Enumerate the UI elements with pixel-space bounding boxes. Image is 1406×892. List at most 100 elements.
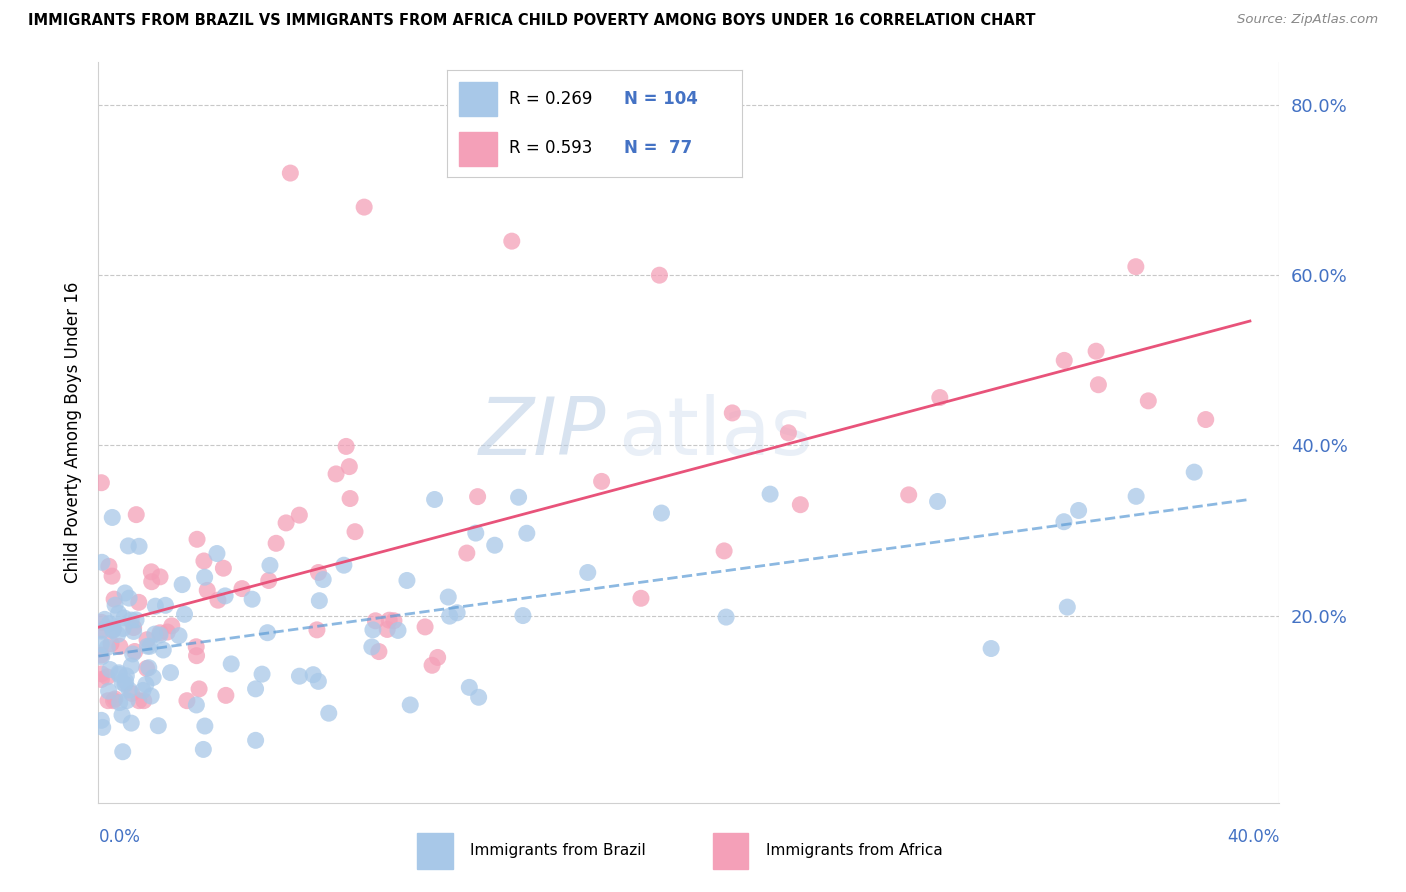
Point (167, 629, 190, 643)
Point (456, 546, 478, 560)
Point (120, 613, 142, 627)
Point (90, 673, 112, 687)
Point (308, 593, 330, 607)
Point (114, 586, 136, 600)
Point (186, 648, 208, 663)
Point (112, 622, 135, 636)
Point (160, 619, 183, 633)
Point (364, 614, 387, 628)
Point (1087, 377, 1109, 392)
Point (138, 661, 160, 675)
Point (90, 649, 112, 664)
Point (101, 624, 124, 638)
Point (1125, 260, 1147, 274)
Point (215, 689, 238, 703)
Text: Source: ZipAtlas.com: Source: ZipAtlas.com (1237, 13, 1378, 27)
Point (128, 595, 150, 609)
Point (195, 583, 218, 598)
Point (108, 696, 131, 710)
Point (333, 558, 356, 573)
Point (274, 516, 297, 530)
Point (155, 599, 177, 613)
Point (112, 611, 135, 625)
Point (141, 574, 163, 589)
Point (139, 640, 162, 654)
Point (721, 406, 744, 420)
Point (90, 615, 112, 630)
Point (90, 624, 112, 639)
Point (149, 570, 172, 584)
Point (194, 570, 217, 584)
Point (125, 508, 148, 522)
Point (96, 640, 118, 655)
Point (214, 589, 236, 603)
Point (108, 667, 131, 681)
Point (111, 675, 134, 690)
Point (516, 526, 538, 541)
Point (508, 490, 530, 504)
Point (420, 658, 443, 673)
Point (156, 625, 179, 640)
Point (108, 640, 131, 654)
Point (212, 561, 235, 575)
Point (630, 591, 652, 606)
Point (152, 643, 174, 657)
Point (446, 606, 468, 620)
Point (121, 647, 143, 661)
Point (143, 599, 166, 614)
Point (172, 577, 194, 591)
Point (193, 742, 215, 756)
Point (111, 708, 134, 723)
Point (135, 677, 157, 691)
Point (107, 627, 129, 641)
Point (97, 694, 120, 708)
Point (207, 593, 229, 607)
Point (141, 565, 163, 579)
Point (897, 488, 920, 502)
Point (101, 510, 124, 524)
Text: 40.0%: 40.0% (1227, 829, 1279, 847)
Point (104, 598, 127, 612)
Point (1053, 353, 1076, 368)
Point (307, 674, 329, 689)
Point (97, 559, 120, 574)
Point (305, 623, 328, 637)
Point (91, 555, 114, 569)
Point (148, 719, 170, 733)
Point (240, 592, 263, 607)
Point (186, 533, 208, 547)
Point (256, 625, 278, 640)
Point (650, 506, 672, 520)
Point (90, 475, 112, 490)
Point (173, 607, 195, 622)
Text: IMMIGRANTS FROM BRAZIL VS IMMIGRANTS FROM AFRICA CHILD POVERTY AMONG BOYS UNDER : IMMIGRANTS FROM BRAZIL VS IMMIGRANTS FRO… (28, 13, 1036, 29)
Point (115, 693, 138, 707)
Point (382, 614, 405, 628)
Point (90, 666, 112, 681)
Y-axis label: Child Poverty Among Boys Under 16: Child Poverty Among Boys Under 16 (65, 282, 83, 583)
Text: 0.0%: 0.0% (98, 829, 141, 847)
Point (194, 719, 217, 733)
Point (149, 628, 172, 642)
Point (143, 627, 166, 641)
Point (104, 692, 127, 706)
Point (125, 613, 148, 627)
Point (257, 574, 280, 588)
Point (259, 558, 281, 573)
Point (97, 684, 120, 698)
Point (250, 667, 273, 681)
Point (928, 391, 950, 405)
Point (98, 663, 121, 677)
Point (115, 669, 138, 683)
Point (193, 554, 215, 568)
Point (245, 681, 267, 696)
Point (176, 694, 198, 708)
Point (378, 613, 401, 627)
Point (375, 623, 398, 637)
Point (1182, 465, 1205, 479)
Point (759, 487, 782, 501)
Point (501, 234, 523, 248)
Point (135, 661, 157, 675)
Point (159, 665, 181, 680)
Point (103, 622, 125, 636)
